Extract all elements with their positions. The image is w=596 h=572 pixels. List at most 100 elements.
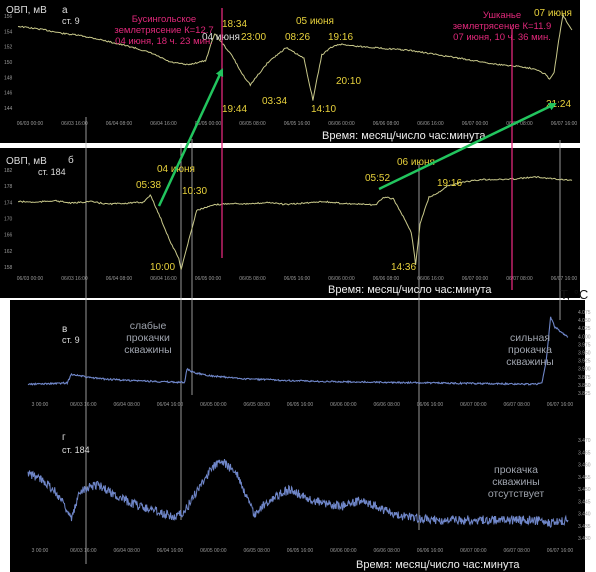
x-tick-label: 06/03 16:00 <box>61 121 88 127</box>
earthquake-label: 04 июня, 18 ч. 23 мин. <box>115 36 213 47</box>
x-tick-label: 06/05 00:00 <box>200 402 227 408</box>
earthquake-label: землетрясение К=11.9 <box>453 21 552 32</box>
x-tick-label: 06/06 00:00 <box>330 402 357 408</box>
x-tick-label: 06/06 16:00 <box>417 402 444 408</box>
x-tick-label: 06/05 08:00 <box>243 402 270 408</box>
panel-b-station: ст. 184 <box>38 167 66 177</box>
panel-d-letter: г <box>62 432 66 443</box>
x-tick-label: 06/04 16:00 <box>157 548 184 554</box>
time-annotation: 08:26 <box>285 32 310 43</box>
y-tick-label: 4.075 <box>578 310 591 316</box>
time-annotation: 18:34 <box>222 19 247 30</box>
time-annotation: 20:10 <box>336 76 361 87</box>
panel-a-letter: а <box>62 5 68 16</box>
time-annotation: 03:34 <box>262 96 287 107</box>
y-tick-label: 178 <box>4 184 13 190</box>
x-tick-label: 06/06 16:00 <box>417 276 444 282</box>
x-tick-label: 06/07 16:00 <box>547 548 574 554</box>
y-tick-label: 4.000 <box>578 334 591 340</box>
x-tick-label: 06/04 08:00 <box>106 121 133 127</box>
y-tick-label: 3.455 <box>578 475 591 481</box>
x-tick-label: 06/07 08:00 <box>506 276 533 282</box>
y-tick-label: 3.925 <box>578 359 591 365</box>
y-tick-label: 156 <box>4 14 13 20</box>
x-tick-label: 06/06 16:00 <box>417 121 444 127</box>
y-tick-label: 3.470 <box>578 438 591 444</box>
pump-label: скважины <box>492 476 539 488</box>
x-tick-label: 3 00:00 <box>32 402 49 408</box>
y-tick-label: 154 <box>4 29 13 35</box>
y-tick-label: 3.435 <box>578 524 591 530</box>
earthquake-label: землетрясение К=12.7 <box>114 25 213 36</box>
pump-label: слабые <box>130 320 167 332</box>
panel-cd-background <box>10 300 585 572</box>
x-tick-label: 06/05 00:00 <box>195 276 222 282</box>
x-tick-label: 06/03 16:00 <box>70 548 97 554</box>
y-tick-label: 3.440 <box>578 512 591 518</box>
y-tick-label: 166 <box>4 233 13 239</box>
panel-b-ylabel: ОВП, мВ <box>6 156 47 167</box>
x-tick-label: 06/06 00:00 <box>328 276 355 282</box>
x-tick-label: 3 00:00 <box>32 548 49 554</box>
panel-c-letter: в <box>62 324 67 335</box>
x-tick-label: 06/04 16:00 <box>157 402 184 408</box>
y-tick-label: 4.050 <box>578 318 591 324</box>
panel-b-annotations: 05:38 10:00 10:30 05:52 14:36 19:16 <box>136 173 462 273</box>
x-tick-label: 06/05 16:00 <box>287 548 314 554</box>
pump-label: сильная <box>510 332 550 344</box>
y-tick-label: 3.460 <box>578 463 591 469</box>
pump-label: прокачка <box>494 464 538 476</box>
panel-a-date-0706: 07 июня <box>534 8 572 19</box>
x-tick-label: 06/07 08:00 <box>503 402 530 408</box>
panel-a-date-0506: 05 июня <box>296 16 334 27</box>
y-tick-label: 3.450 <box>578 487 591 493</box>
panel-b-letter: б <box>68 154 74 166</box>
panel-a-annotations: 18:34 19:44 23:00 03:34 08:26 14:10 19:16 20:10… <box>222 19 571 115</box>
x-tick-label: 06/03 16:00 <box>70 402 97 408</box>
panel-d-station: ст. 184 <box>62 445 90 455</box>
y-tick-label: 3.430 <box>578 536 591 542</box>
panel-b-y-ticks: 182 178 174 170 166 162 158 <box>4 168 13 271</box>
pump-label: скважины <box>124 344 171 356</box>
x-tick-label: 06/07 16:00 <box>551 276 578 282</box>
time-annotation: 10:30 <box>182 186 207 197</box>
panel-d-axis-caption: Время: месяц/число час:минута <box>356 559 520 571</box>
x-tick-label: 06/07 00:00 <box>460 548 487 554</box>
panel-c-station: ст. 9 <box>62 335 80 345</box>
x-tick-label: 06/04 08:00 <box>106 276 133 282</box>
x-tick-label: 06/05 16:00 <box>284 276 311 282</box>
x-tick-label: 06/06 00:00 <box>328 121 355 127</box>
y-tick-label: 3.825 <box>578 391 591 397</box>
y-tick-label: 3.875 <box>578 375 591 381</box>
x-tick-label: 06/07 00:00 <box>462 121 489 127</box>
x-tick-label: 06/03 16:00 <box>61 276 88 282</box>
time-annotation: 19:16 <box>328 32 353 43</box>
y-tick-label: 3.465 <box>578 450 591 456</box>
x-tick-label: 06/03 00:00 <box>17 276 44 282</box>
panel-c-x-ticks: 3 00:00 06/03 16:00 06/04 08:00 06/04 16:00… <box>32 402 574 408</box>
propagation-arrow-2 <box>378 102 557 191</box>
panel-a-x-ticks: 06/03 00:00 06/03 16:00 06/04 08:00 06/04 1… <box>17 121 578 127</box>
panel-b-x-ticks: 06/03 00:00 06/03 16:00 06/04 08:00 06/04 1… <box>17 276 578 282</box>
time-annotation: 14:10 <box>311 104 336 115</box>
time-annotation: 19:44 <box>222 104 247 115</box>
x-tick-label: 06/06 16:00 <box>417 548 444 554</box>
pump-label: отсутствует <box>488 488 545 500</box>
x-tick-label: 06/07 16:00 <box>551 121 578 127</box>
time-annotation: 05:52 <box>365 173 390 184</box>
x-tick-label: 06/06 08:00 <box>373 402 400 408</box>
x-tick-label: 06/05 00:00 <box>200 548 227 554</box>
x-tick-label: 06/04 16:00 <box>150 276 177 282</box>
panel-c-y-ticks: 4.075 4.050 4.025 4.000 3.975 3.950 3.925 3.900… <box>578 310 591 397</box>
y-tick-label: 150 <box>4 60 13 66</box>
x-tick-label: 06/06 08:00 <box>373 121 400 127</box>
x-tick-label: 06/04 08:00 <box>113 402 140 408</box>
y-tick-label: 144 <box>4 106 13 112</box>
y-tick-label: 158 <box>4 265 13 271</box>
pump-label: прокачки <box>126 332 170 344</box>
panel-a-date-0406: 04 июня <box>202 32 240 43</box>
x-tick-label: 06/07 16:00 <box>547 402 574 408</box>
time-annotation: 21:24 <box>546 99 571 110</box>
